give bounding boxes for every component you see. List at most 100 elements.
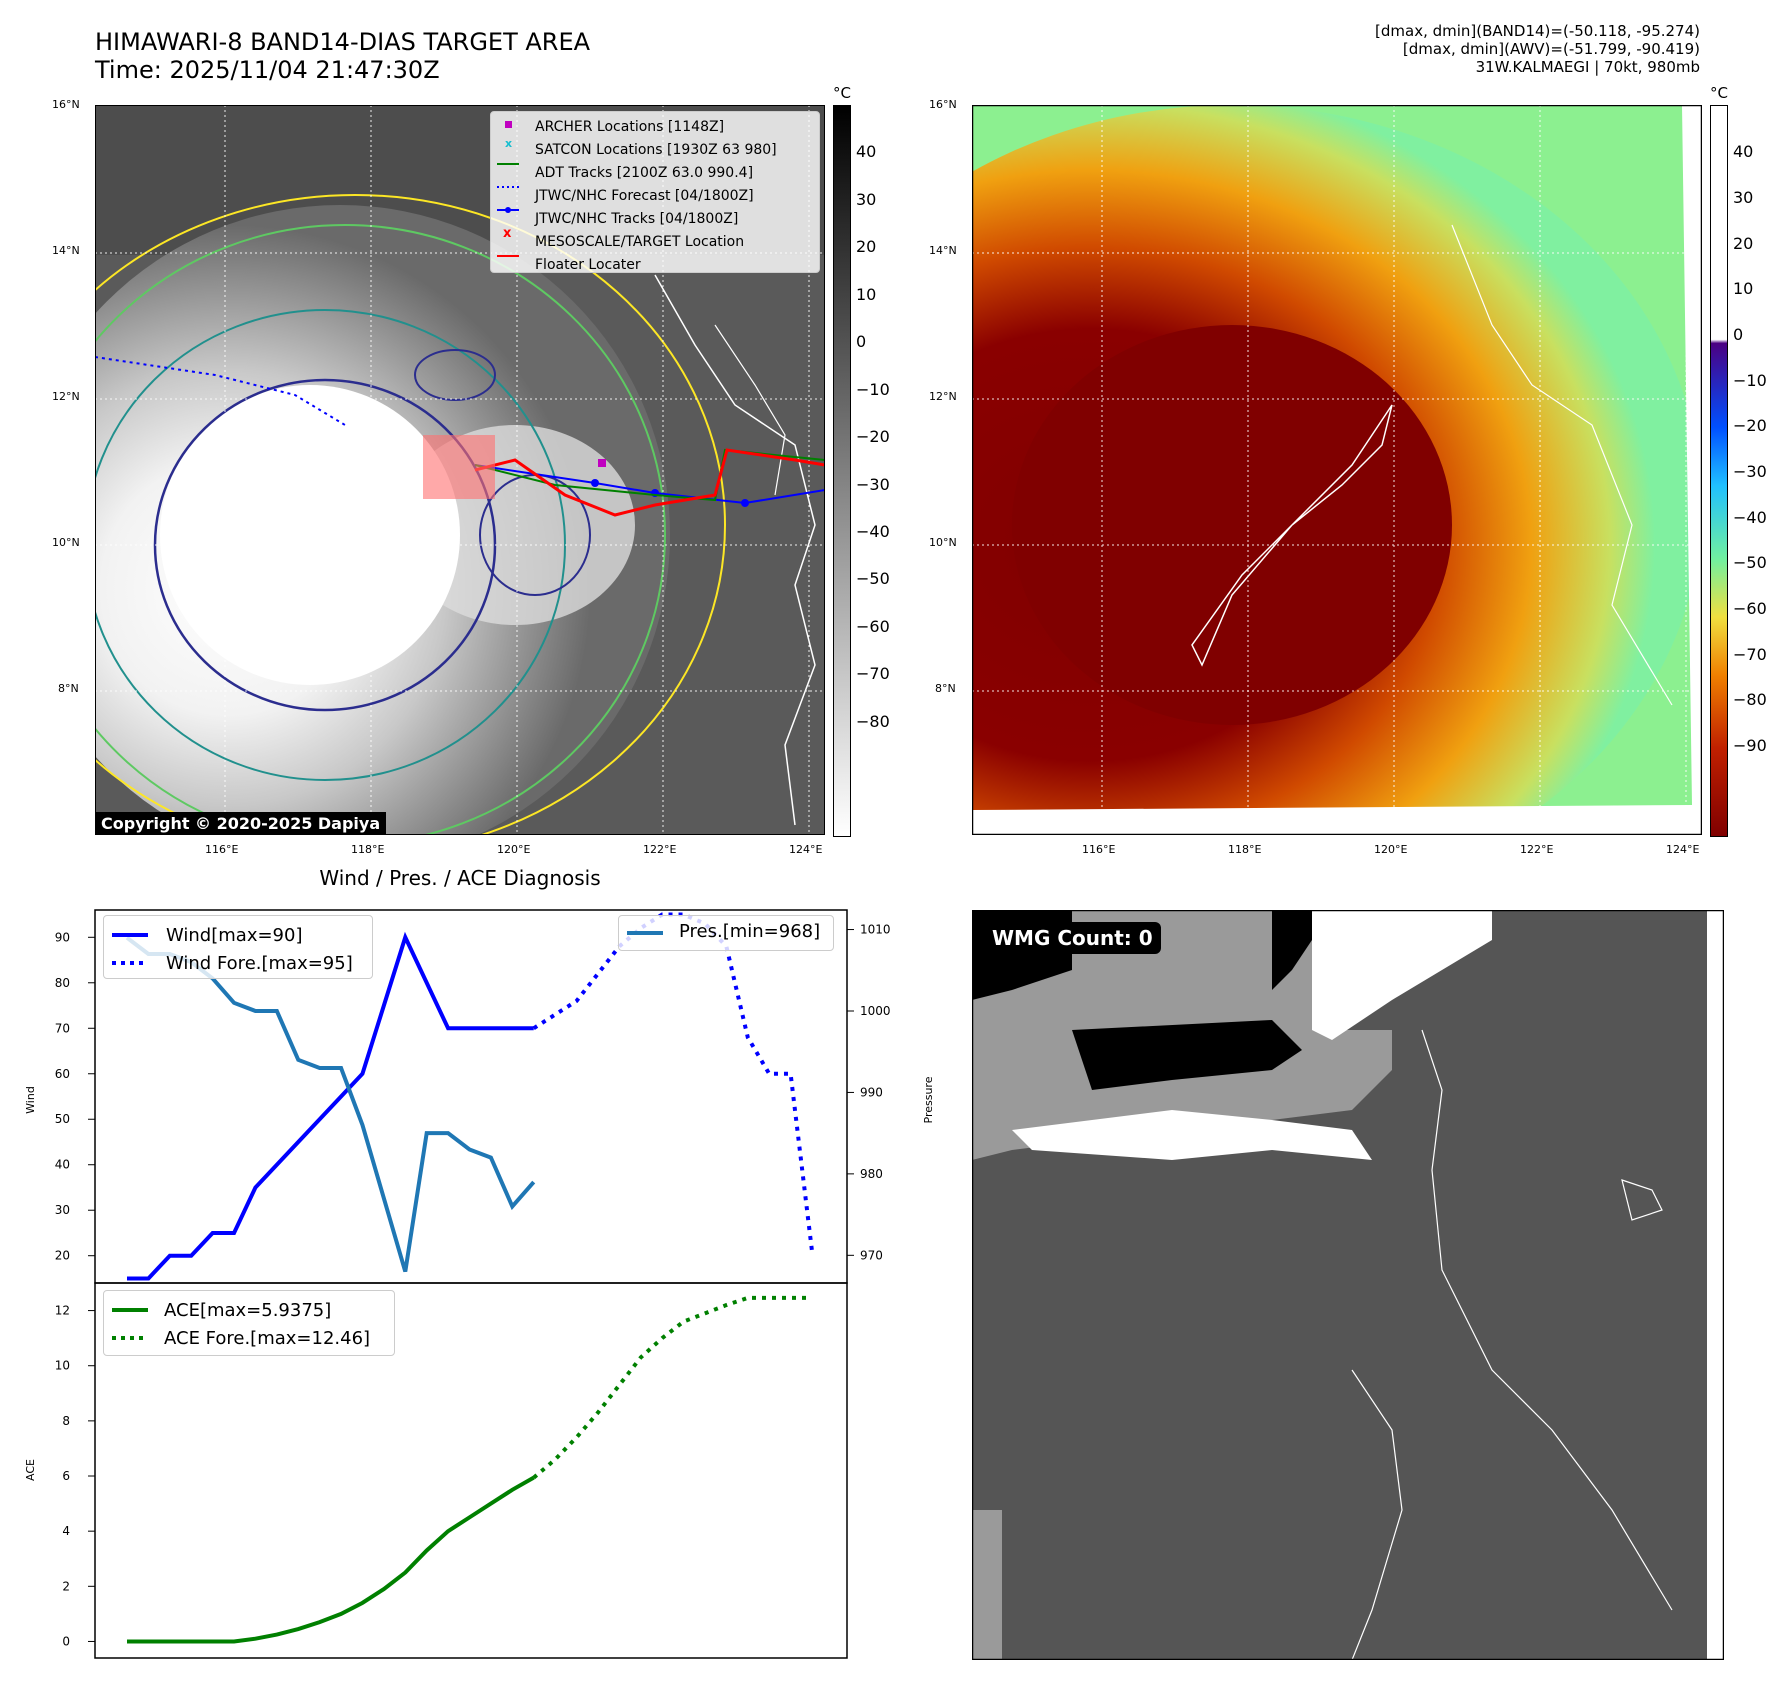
wind-ytick-label: 70 — [55, 1021, 70, 1035]
lat-label-16: 16°N — [52, 98, 80, 111]
legend-ace: ACE[max=5.9375] — [164, 1300, 332, 1321]
coastline — [654, 274, 816, 826]
pres-ytick-label: 970 — [860, 1248, 883, 1262]
figure-title: HIMAWARI-8 BAND14-DIAS TARGET AREA Time:… — [95, 28, 590, 84]
legend-tracks: JTWC/NHC Tracks [04/1800Z] — [535, 211, 739, 227]
wind-forecast-line — [532, 912, 814, 1252]
wmg-coastline-1 — [1421, 1029, 1673, 1611]
pressure-series-line — [125, 936, 536, 1273]
enhanced-gridlines — [972, 105, 1702, 835]
wind-chart-marks: 20 30 40 50 60 70 80 90 970 980 990 1000 1010 — [55, 912, 891, 1281]
pres-ytick-label: 990 — [860, 1085, 883, 1099]
wind-ytick-label: 90 — [55, 930, 70, 944]
lon-label-124: 124°E — [789, 843, 823, 856]
wind-axis-label: Wind — [24, 1086, 37, 1114]
forecast-track — [94, 356, 346, 426]
storm-info: [dmax, dmin](BAND14)=(-50.118, -95.274) … — [1375, 22, 1700, 76]
target-legend-icon: x — [503, 226, 512, 241]
pres-ytick-label: 980 — [860, 1167, 883, 1181]
ace-legend: ACE[max=5.9375] ACE Fore.[max=12.46] — [103, 1290, 395, 1356]
legend-pressure: Pres.[min=968] — [679, 921, 821, 942]
legend-symbols: x x — [497, 121, 519, 257]
wind-ytick-label: 30 — [55, 1203, 70, 1217]
pres-ytick-label: 1000 — [860, 1004, 891, 1018]
legend-satcon: SATCON Locations [1930Z 63 980] — [535, 142, 777, 158]
cbl-tick-8: −40 — [856, 522, 890, 542]
lon-label-118-r: 118°E — [1228, 843, 1262, 856]
wind-ytick-label: 50 — [55, 1112, 70, 1126]
legend-ace-forecast: ACE Fore.[max=12.46] — [164, 1328, 371, 1349]
cbl-tick-5: −10 — [856, 379, 890, 399]
legend-archer: ARCHER Locations [1148Z] — [535, 119, 725, 135]
cbl-tick-1: 30 — [856, 189, 877, 209]
wmg-map-svg — [971, 909, 1725, 1661]
legend-target: MESOSCALE/TARGET Location — [535, 234, 745, 250]
wind-ytick-label: 40 — [55, 1158, 70, 1172]
wmg-count-badge: WMG Count: 0 — [984, 922, 1161, 954]
cbr-tick-4: 0 — [1733, 325, 1744, 345]
cbr-tick-3: 10 — [1733, 279, 1754, 299]
cbr-tick-8: −40 — [1733, 507, 1767, 527]
pressure-legend: Pres.[min=968] — [618, 915, 834, 951]
title-line-1: HIMAWARI-8 BAND14-DIAS TARGET AREA — [95, 28, 591, 56]
cbl-tick-12: −80 — [856, 711, 890, 731]
archer-marker — [598, 459, 606, 467]
cbr-tick-5: −10 — [1733, 370, 1767, 390]
cbl-tick-10: −60 — [856, 616, 890, 636]
cbl-tick-0: 40 — [856, 142, 877, 162]
diagnosis-title: Wind / Pres. / ACE Diagnosis — [319, 866, 601, 890]
cbl-tick-6: −20 — [856, 427, 890, 447]
lat-label-14: 14°N — [52, 244, 80, 257]
colorbar-right-unit: °C — [1710, 84, 1728, 102]
cbl-tick-4: 0 — [856, 332, 867, 352]
lon-label-122: 122°E — [643, 843, 677, 856]
lon-label-120: 120°E — [497, 843, 531, 856]
legend-adt: ADT Tracks [2100Z 63.0 990.4] — [535, 165, 754, 181]
lon-label-118: 118°E — [351, 843, 385, 856]
lat-label-10: 10°N — [52, 536, 80, 549]
wind-ytick-label: 20 — [55, 1249, 70, 1263]
wind-ytick-label: 80 — [55, 976, 70, 990]
cbr-tick-1: 30 — [1733, 188, 1754, 208]
colorbar-left — [833, 105, 851, 837]
legend-floater: Floater Locater — [535, 257, 641, 273]
lat-label-16-r: 16°N — [929, 98, 957, 111]
legend-labels: ARCHER Locations [1148Z] SATCON Location… — [535, 116, 777, 277]
wmg-map: WMG Count: 0 — [971, 909, 1725, 1661]
cbr-tick-11: −70 — [1733, 644, 1767, 664]
info-awv-range: [dmax, dmin](AWV)=(-51.799, -90.419) — [1402, 40, 1700, 58]
lon-label-116: 116°E — [205, 843, 239, 856]
lat-label-10-r: 10°N — [929, 536, 957, 549]
lon-label-120-r: 120°E — [1374, 843, 1408, 856]
ace-ytick-label: 10 — [55, 1359, 70, 1373]
lon-label-122-r: 122°E — [1520, 843, 1554, 856]
diagnosis-charts: 20 30 40 50 60 70 80 90 970 980 990 1000 1010 0 2 4 6 8 1… — [24, 909, 935, 1659]
wmg-black-region-2 — [1072, 1020, 1302, 1090]
ace-ytick-label: 0 — [62, 1634, 70, 1648]
ace-axes — [94, 1282, 848, 1659]
wmg-coastline-2 — [1351, 1369, 1403, 1661]
satcon-legend-icon: x — [505, 137, 512, 150]
map-legend: x x ARCHER Locations [1148Z] SATCON Loca… — [490, 111, 820, 273]
enhanced-map-svg — [762, 104, 1703, 905]
colorbar-left-ticks: 40 30 20 10 0 −10 −20 −30 −40 −50 −60 −70 −80 — [856, 105, 916, 835]
legend-forecast: JTWC/NHC Forecast [04/1800Z] — [535, 188, 754, 204]
lon-label-116-r: 116°E — [1082, 843, 1116, 856]
pressure-axis-label: Pressure — [922, 1076, 935, 1123]
lat-label-8-r: 8°N — [935, 682, 956, 695]
legend-wind: Wind[max=90] — [166, 925, 303, 946]
floater-track — [474, 448, 826, 517]
cbr-tick-2: 20 — [1733, 233, 1754, 253]
wind-ytick-label: 60 — [55, 1067, 70, 1081]
copyright-label: Copyright © 2020-2025 Dapiya — [95, 812, 387, 835]
info-storm-name: 31W.KALMAEGI | 70kt, 980mb — [1475, 58, 1700, 76]
archer-legend-icon — [505, 121, 512, 128]
cbl-tick-7: −30 — [856, 474, 890, 494]
legend-wind-forecast: Wind Fore.[max=95] — [166, 953, 353, 974]
title-line-2: Time: 2025/11/04 21:47:30Z — [95, 56, 440, 84]
cbr-tick-10: −60 — [1733, 598, 1767, 618]
ir-satellite-map: x x ARCHER Locations [1148Z] SATCON Loca… — [0, 105, 826, 865]
cbl-tick-11: −70 — [856, 664, 890, 684]
lat-label-14-r: 14°N — [929, 244, 957, 257]
coastline-right — [1191, 404, 1393, 667]
